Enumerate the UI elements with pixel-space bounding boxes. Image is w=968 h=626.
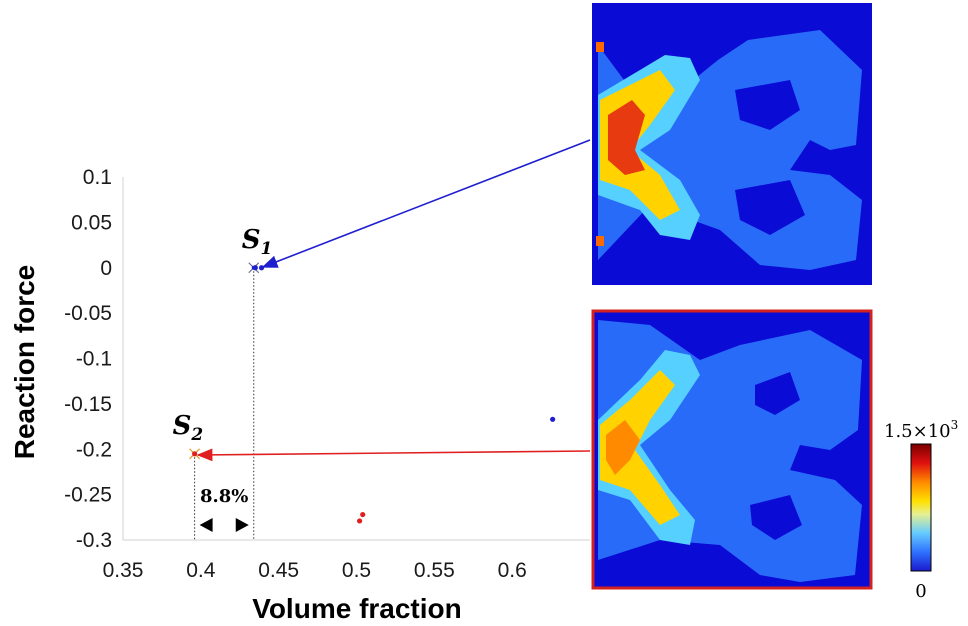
data-point [357, 518, 363, 524]
x-axis-title: Volume fraction [252, 593, 462, 624]
x-tick-label: 0.6 [498, 559, 527, 582]
x-tick-label: 0.5 [342, 559, 371, 582]
data-point [192, 451, 198, 457]
data-point [360, 511, 366, 518]
annotations: S1 S2 8.8% [173, 225, 273, 540]
y-tick-label: -0.05 [64, 302, 112, 325]
colorbar-max-label: 1.5×103 [884, 418, 958, 442]
x-tick-label: 0.45 [258, 559, 299, 582]
y-tick-label: -0.25 [64, 484, 112, 507]
s2-label: S2 [173, 411, 204, 445]
colorbar-min-label: 0 [915, 581, 926, 602]
axes [122, 177, 590, 541]
gap-arrow-left [199, 518, 213, 532]
data-point [550, 416, 556, 422]
y-tick-labels: 0.1 0.05 0 -0.05 -0.1 -0.15 -0.2 -0.25 -0.3 [64, 166, 112, 552]
x-tick-labels: 0.35 0.4 0.45 0.5 0.55 0.6 [103, 559, 527, 582]
y-tick-label: -0.1 [76, 348, 112, 371]
colorbar-gradient [910, 443, 932, 572]
y-axis-title: Reaction force [9, 265, 40, 460]
x-tick-label: 0.35 [103, 559, 144, 582]
y-tick-label: 0.05 [71, 211, 112, 234]
data-point [252, 265, 258, 271]
colorbar: 1.5×103 0 [884, 418, 958, 602]
y-tick-label: 0 [100, 257, 112, 280]
inset-image-s1 [592, 3, 872, 285]
s1-label: S1 [242, 225, 273, 259]
gap-arrow-right [235, 518, 249, 532]
data-point [258, 265, 265, 271]
s2-arrow [196, 448, 591, 462]
y-tick-label: -0.2 [76, 438, 112, 461]
gap-percent-label: 8.8% [200, 486, 248, 507]
data-points [192, 265, 556, 524]
x-tick-label: 0.4 [186, 559, 216, 582]
inset-image-s2 [591, 309, 873, 590]
y-tick-label: -0.3 [76, 529, 112, 552]
y-tick-label: -0.15 [64, 393, 112, 416]
s1-arrow [261, 139, 591, 268]
y-tick-label: 0.1 [83, 166, 112, 189]
x-tick-label: 0.55 [414, 559, 455, 582]
